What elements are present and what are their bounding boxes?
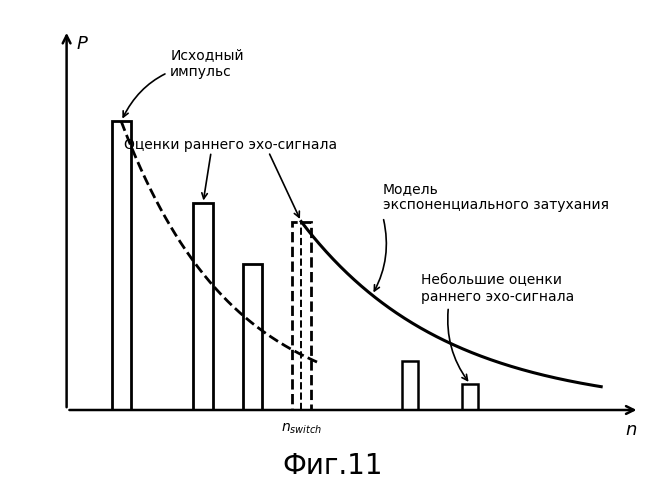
Bar — [462, 384, 478, 410]
Bar — [242, 264, 262, 410]
Bar — [193, 204, 212, 410]
Text: Фиг.11: Фиг.11 — [283, 452, 383, 480]
Text: Небольшие оценки
раннего эхо-сигнала: Небольшие оценки раннего эхо-сигнала — [421, 274, 574, 304]
Text: Модель
экспоненциального затухания: Модель экспоненциального затухания — [383, 182, 609, 212]
Bar — [402, 362, 418, 410]
Text: Исходный
импульс: Исходный импульс — [123, 48, 244, 117]
Bar — [292, 222, 311, 410]
Text: n: n — [625, 420, 637, 438]
Bar — [112, 121, 131, 410]
Text: $n_{switch}$: $n_{switch}$ — [280, 422, 322, 436]
Text: Оценки раннего эхо-сигнала: Оценки раннего эхо-сигнала — [124, 138, 337, 151]
Text: P: P — [77, 34, 87, 52]
